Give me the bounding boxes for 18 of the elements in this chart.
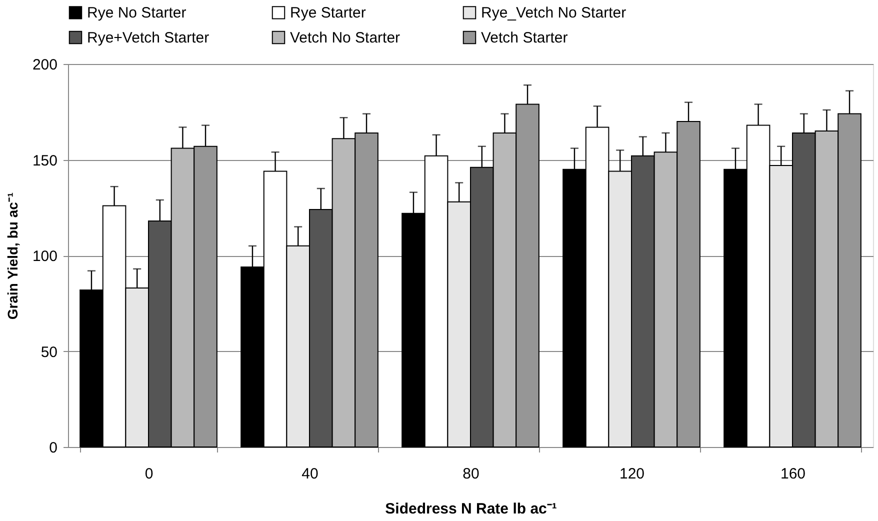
legend-label: Rye Starter (290, 4, 366, 22)
x-tick-label: 40 (302, 466, 318, 482)
y-tick-label: 50 (40, 344, 58, 361)
x-tick-label: 80 (462, 466, 480, 482)
x-tick-label: 160 (780, 466, 806, 482)
x-tick-label: 0 (144, 466, 154, 482)
legend-label: Rye_Vetch No Starter (481, 4, 626, 22)
y-axis-title: Grain Yield, bu ac⁻¹ (4, 192, 20, 320)
x-tick-label: 120 (619, 466, 645, 482)
y-tick-label: 0 (49, 440, 58, 456)
y-tick-label: 150 (32, 152, 58, 170)
x-axis-title: Sidedress N Rate lb ac⁻¹ (385, 500, 557, 518)
legend-label: Rye No Starter (87, 4, 186, 22)
legend-label: Vetch No Starter (290, 30, 400, 46)
legend-label: Rye+Vetch Starter (87, 30, 210, 46)
legend-label: Vetch Starter (481, 30, 568, 46)
y-tick-label: 200 (32, 56, 58, 74)
y-tick-label: 100 (32, 248, 58, 265)
